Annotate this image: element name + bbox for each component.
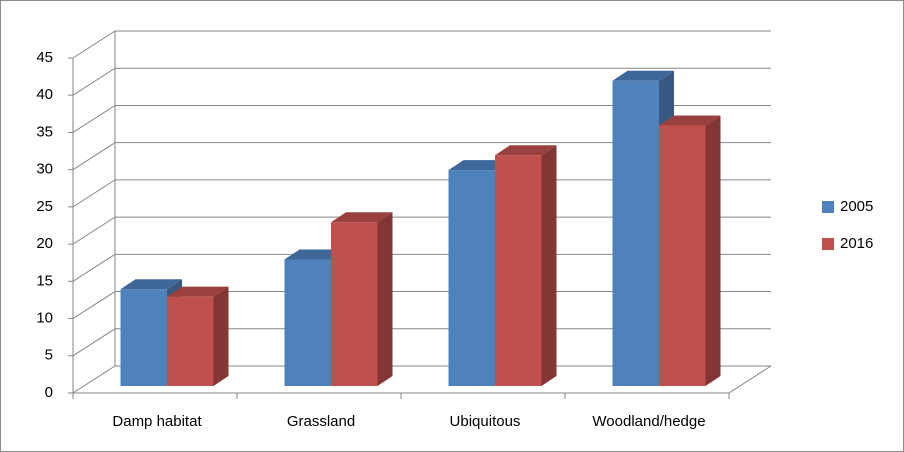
bar — [167, 296, 214, 386]
legend-swatch — [822, 201, 834, 213]
bar — [284, 259, 331, 386]
y-tick-label: 5 — [45, 347, 53, 364]
legend-label: 2005 — [840, 198, 873, 215]
bar — [612, 80, 659, 387]
bar-top — [659, 115, 721, 126]
x-tick-label: Ubiquitous — [450, 413, 521, 430]
bar-side — [705, 115, 721, 386]
bar — [495, 155, 542, 386]
bar-top — [612, 70, 674, 81]
y-tick-label: 45 — [36, 49, 53, 66]
bar-side — [541, 145, 557, 386]
bar — [659, 125, 706, 386]
legend-swatch — [822, 238, 834, 250]
y-tick-label: 35 — [36, 123, 53, 140]
bar-top — [448, 160, 510, 171]
x-tick-label: Woodland/hedge — [592, 413, 705, 430]
bar-side — [377, 212, 393, 386]
y-tick-label: 0 — [45, 384, 53, 401]
bar-top — [120, 279, 182, 290]
x-tick-label: Grassland — [287, 413, 355, 430]
bar-side — [213, 286, 229, 386]
bar-top — [495, 145, 557, 156]
y-tick-label: 30 — [36, 161, 53, 178]
bar — [448, 170, 495, 386]
bar — [120, 289, 167, 386]
x-tick-label: Damp habitat — [112, 413, 202, 430]
y-tick-label: 15 — [36, 272, 53, 289]
y-tick-label: 25 — [36, 198, 53, 215]
y-tick-label: 40 — [36, 86, 53, 103]
y-tick-label: 10 — [36, 310, 53, 327]
bar-top — [167, 286, 229, 297]
bar-top — [284, 249, 346, 260]
bar — [331, 222, 378, 386]
bar-top — [331, 212, 393, 223]
legend-label: 2016 — [840, 235, 873, 252]
y-tick-label: 20 — [36, 235, 53, 252]
